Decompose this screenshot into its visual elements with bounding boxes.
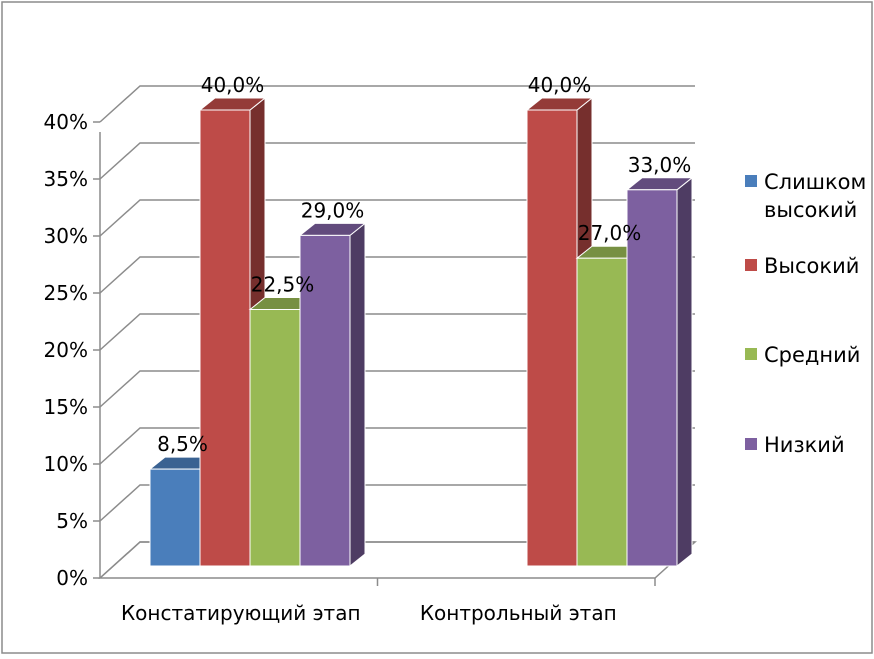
gridline — [99, 370, 695, 408]
legend-swatch — [745, 438, 757, 450]
data-label: 8,5% — [157, 432, 208, 456]
bar — [298, 222, 367, 568]
legend-label-line: Слишком — [764, 170, 866, 194]
gridline — [99, 142, 695, 180]
gridline — [99, 313, 695, 351]
legend-label: Слишком высокий — [764, 170, 866, 222]
category-label: Констатирующий этап — [121, 601, 361, 625]
data-label: 33,0% — [628, 153, 692, 177]
legend-label-line: высокий — [764, 198, 857, 222]
gridline — [99, 85, 695, 123]
gridline — [99, 256, 695, 294]
data-labels: 8,5% 40,0% 22,5% 29,0% 40,0% 27,0% 33,0% — [157, 73, 691, 456]
data-label: 27,0% — [578, 221, 642, 245]
data-label: 29,0% — [301, 198, 365, 222]
data-label: 40,0% — [528, 73, 592, 97]
y-tick-label: 30% — [44, 224, 88, 248]
bar-front — [149, 468, 201, 567]
gridline — [99, 484, 695, 522]
legend-item: Низкий — [745, 433, 845, 457]
bar-side — [349, 222, 366, 568]
data-label: 22,5% — [251, 273, 315, 297]
gridline — [99, 427, 695, 465]
y-tick-label: 10% — [44, 452, 88, 476]
legend-swatch — [745, 348, 757, 360]
y-tick-label: 25% — [44, 281, 88, 305]
category-labels: Констатирующий этап Контрольный этап — [121, 578, 656, 625]
legend-label: Средний — [764, 343, 860, 367]
legend-item: Средний — [745, 343, 860, 367]
legend-item: Слишком высокий — [745, 170, 866, 222]
bar-front — [576, 257, 628, 567]
legend-item: Высокий — [745, 254, 859, 278]
legend-label-line: Высокий — [764, 254, 859, 278]
y-tick-label: 40% — [44, 110, 88, 134]
bar-front — [249, 309, 301, 567]
y-tick-label: 15% — [44, 395, 88, 419]
y-tick-label: 20% — [44, 338, 88, 362]
y-axis-ticks: 0% 5% 10% 15% 20% 25% 30% 35% 40% — [44, 110, 100, 590]
gridline — [99, 541, 695, 579]
y-tick-label: 0% — [56, 566, 88, 590]
legend-label: Низкий — [764, 433, 845, 457]
legend-label-line: Низкий — [764, 433, 845, 457]
gridline — [99, 199, 695, 237]
bar-front — [626, 189, 678, 567]
legend-label: Высокий — [764, 254, 859, 278]
bar — [625, 176, 694, 568]
category-label: Контрольный этап — [420, 601, 617, 625]
gridlines — [99, 85, 695, 579]
bar-front — [299, 234, 351, 567]
legend: Слишком высокий Высокий Средний Низкий — [745, 170, 866, 457]
bar-front — [199, 109, 251, 567]
bar-front — [526, 109, 578, 567]
y-tick-label: 5% — [56, 509, 88, 533]
legend-swatch — [745, 175, 757, 187]
data-label: 40,0% — [201, 73, 265, 97]
legend-label-line: Средний — [764, 343, 860, 367]
legend-swatch — [745, 259, 757, 271]
y-tick-label: 35% — [44, 167, 88, 191]
bars — [148, 96, 694, 568]
bar-side — [676, 176, 693, 568]
